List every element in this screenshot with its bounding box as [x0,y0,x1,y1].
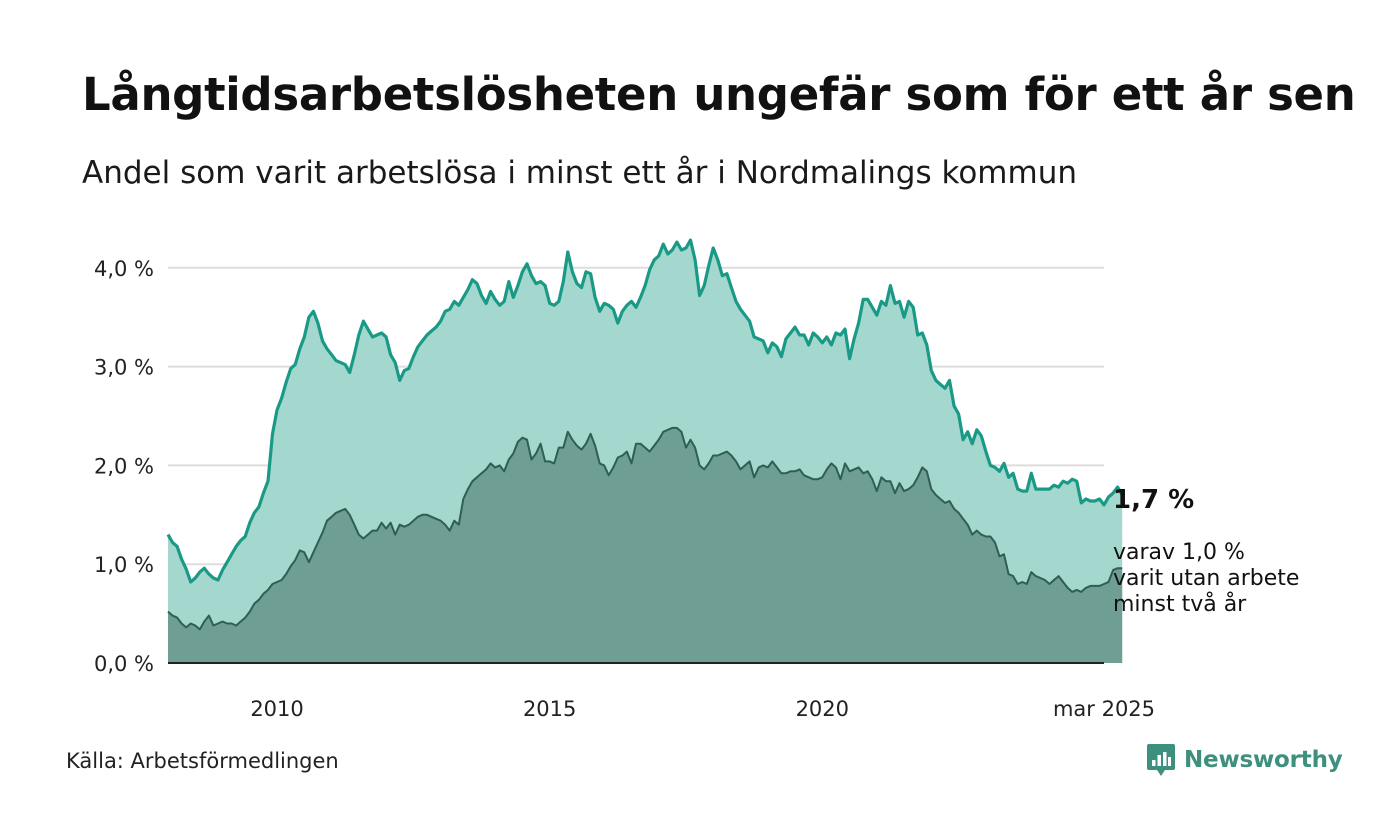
y-tick-label: 3,0 % [94,356,154,380]
x-tick-label: 2020 [796,697,849,721]
y-tick-label: 4,0 % [94,257,154,281]
chart-subtitle: Andel som varit arbetslösa i minst ett å… [82,155,1077,191]
y-tick-labels: 0,0 % 1,0 % 2,0 % 3,0 % 4,0 % [94,257,154,676]
chart-title: Långtidsarbetslösheten ungefär som för e… [82,68,1356,121]
y-tick-label: 1,0 % [94,553,154,577]
annotation-line-3: minst två år [1113,591,1247,617]
y-tick-label: 2,0 % [94,454,154,478]
annotation-line-2: varit utan arbete [1113,566,1299,591]
brand-logo[interactable]: Newsworthy [1146,743,1343,777]
annotation-line-1: varav 1,0 % [1113,540,1245,565]
x-tick-label: 2015 [523,697,576,721]
series-area-bottom [168,427,1123,663]
source-note: Källa: Arbetsförmedlingen [66,749,339,773]
series-line-top [166,238,1124,584]
series-line-bottom [167,426,1123,631]
annotation-value: 1,7 % [1113,485,1194,515]
newsworthy-icon [1147,744,1175,776]
brand-name: Newsworthy [1184,747,1343,773]
x-tick-labels: 2010 2015 2020 mar 2025 [250,697,1155,721]
x-tick-label: 2010 [250,697,303,721]
x-tick-label: mar 2025 [1053,697,1155,721]
y-tick-label: 0,0 % [94,652,154,676]
